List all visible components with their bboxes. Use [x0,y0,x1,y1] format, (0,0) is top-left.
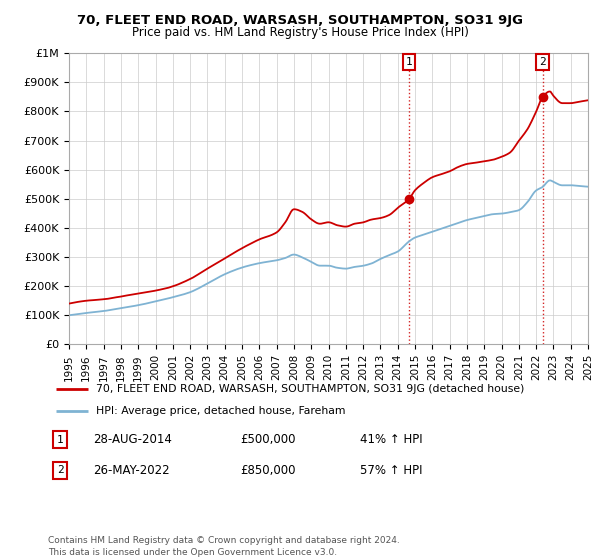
Text: Price paid vs. HM Land Registry's House Price Index (HPI): Price paid vs. HM Land Registry's House … [131,26,469,39]
Text: 70, FLEET END ROAD, WARSASH, SOUTHAMPTON, SO31 9JG (detached house): 70, FLEET END ROAD, WARSASH, SOUTHAMPTON… [95,384,524,394]
Text: 1: 1 [56,435,64,445]
Text: 70, FLEET END ROAD, WARSASH, SOUTHAMPTON, SO31 9JG: 70, FLEET END ROAD, WARSASH, SOUTHAMPTON… [77,14,523,27]
Text: HPI: Average price, detached house, Fareham: HPI: Average price, detached house, Fare… [95,406,345,416]
Text: Contains HM Land Registry data © Crown copyright and database right 2024.
This d: Contains HM Land Registry data © Crown c… [48,536,400,557]
Text: 28-AUG-2014: 28-AUG-2014 [93,433,172,446]
Text: 2: 2 [56,465,64,475]
Text: 41% ↑ HPI: 41% ↑ HPI [360,433,422,446]
Text: 57% ↑ HPI: 57% ↑ HPI [360,464,422,477]
Text: 2: 2 [539,57,546,67]
Text: £850,000: £850,000 [240,464,296,477]
Text: 1: 1 [406,57,412,67]
Text: £500,000: £500,000 [240,433,296,446]
Text: 26-MAY-2022: 26-MAY-2022 [93,464,170,477]
